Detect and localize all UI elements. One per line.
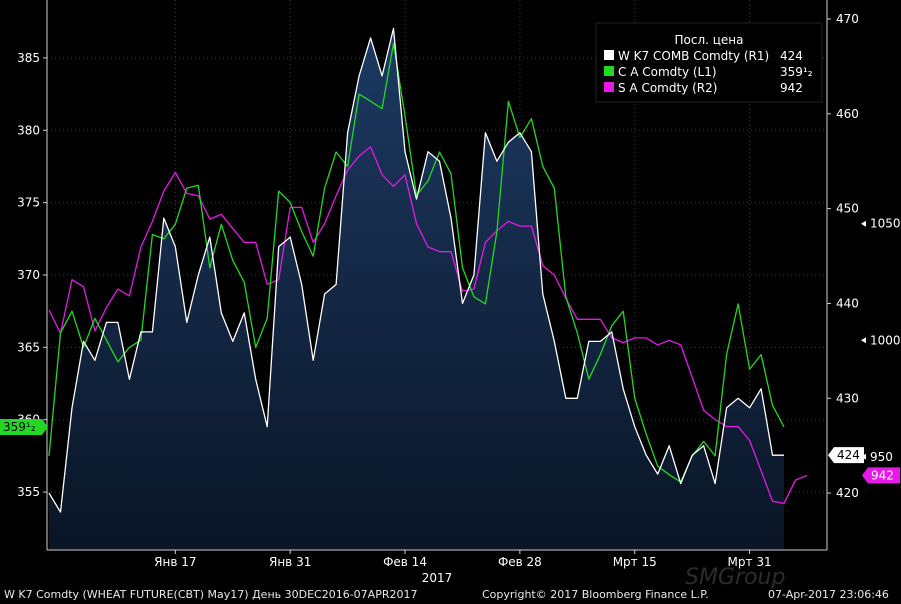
legend-swatch-soy xyxy=(604,82,614,92)
line-layer xyxy=(48,27,808,513)
right-axis-r2-tick-label: 1050 xyxy=(870,217,901,231)
x-axis-year-label: 2017 xyxy=(422,571,453,585)
right-axis-r2-tick xyxy=(861,220,866,227)
x-axis-tick-label: Мрт 31 xyxy=(728,555,772,569)
right-axis-r1-tick-label: 430 xyxy=(836,391,859,405)
soy-last-badge-text: 942 xyxy=(871,468,894,482)
x-axis-tick-label: Мрт 15 xyxy=(613,555,657,569)
wheat-series-line xyxy=(48,27,784,513)
footer-copyright: Copyright© 2017 Bloomberg Finance L.P. xyxy=(482,588,709,601)
footer: W K7 Comdty (WHEAT FUTURE(CBT) May17) Де… xyxy=(0,585,901,604)
legend-label-wheat: W K7 COMB Comdty (R1) xyxy=(618,49,769,63)
right-axis-r1-tick-label: 460 xyxy=(836,107,859,121)
legend-swatch-wheat xyxy=(604,50,614,60)
left-axis-tick-label: 385 xyxy=(17,51,40,65)
left-axis-tick-label: 380 xyxy=(17,123,40,137)
x-axis-tick-label: Янв 17 xyxy=(154,555,196,569)
legend-box xyxy=(595,22,823,103)
legend-value-corn: 359¹₂ xyxy=(780,65,813,79)
right-axis-r1-tick-label: 470 xyxy=(836,12,859,26)
legend-title: Посл. цена xyxy=(674,33,743,47)
last-value-badges: 359¹₂ 424 942 xyxy=(0,418,900,484)
x-axis-tick-label: Фев 28 xyxy=(498,555,542,569)
footer-security-info: W K7 Comdty (WHEAT FUTURE(CBT) May17) Де… xyxy=(4,588,418,601)
wheat-last-badge-text: 424 xyxy=(837,448,860,462)
right-axis-r1-tick-label: 440 xyxy=(836,296,859,310)
right-axis-r1-tick-label: 450 xyxy=(836,202,859,216)
soy-series-line xyxy=(48,146,808,505)
legend: Посл. цена W K7 COMB Comdty (R1) 424 C A… xyxy=(595,22,823,103)
soy-last-badge-shape xyxy=(862,467,900,484)
x-axis-tick-label: Янв 31 xyxy=(269,555,311,569)
footer-timestamp: 07-Apr-2017 23:06:46 xyxy=(768,588,889,601)
legend-label-corn: C A Comdty (L1) xyxy=(618,65,717,79)
right-axis-r2-tick-label: 950 xyxy=(870,450,893,464)
corn-series-line xyxy=(48,42,785,483)
right-axis-r2-tick-label: 1000 xyxy=(870,333,901,347)
right-axis-r2-tick xyxy=(861,337,866,344)
legend-value-soy: 942 xyxy=(780,81,803,95)
left-axis-tick-label: 375 xyxy=(17,196,40,210)
left-axis-tick-label: 370 xyxy=(17,268,40,282)
corn-last-badge-shape xyxy=(0,418,48,435)
right-axis-r1-tick-label: 420 xyxy=(836,486,859,500)
legend-label-soy: S A Comdty (R2) xyxy=(618,81,717,95)
left-axis-tick-label: 355 xyxy=(17,485,40,499)
wheat-area-fill xyxy=(49,28,784,550)
wheat-last-badge-shape xyxy=(828,447,864,464)
left-axis-tick-label: 365 xyxy=(17,340,40,354)
watermark: SMGroup xyxy=(685,565,785,590)
legend-value-wheat: 424 xyxy=(780,49,803,63)
x-axis-tick-label: Фев 14 xyxy=(383,555,427,569)
area-layer xyxy=(49,28,784,550)
corn-last-badge-text: 359¹₂ xyxy=(3,420,36,434)
legend-swatch-corn xyxy=(604,66,614,76)
